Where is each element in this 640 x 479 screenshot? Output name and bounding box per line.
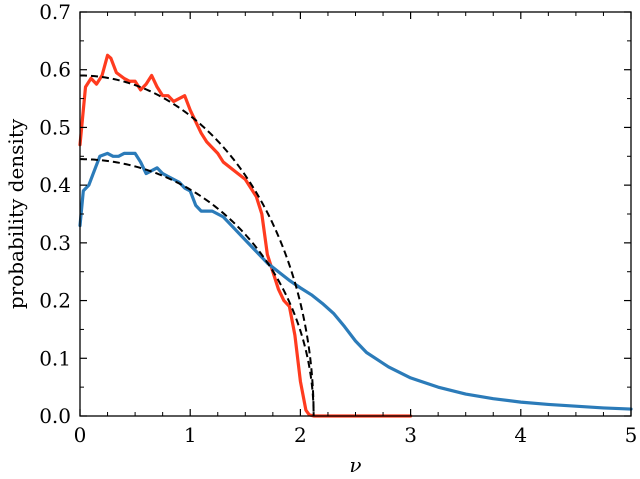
y-tick-label: 0.0 (39, 404, 71, 428)
series-line-1 (78, 53, 413, 418)
series-layer (78, 53, 633, 418)
x-tick-label: 2 (294, 423, 307, 447)
x-tick-label: 5 (625, 423, 638, 447)
x-tick-label: 3 (404, 423, 417, 447)
y-axis-label: probability density (4, 118, 28, 309)
x-tick-label: 1 (184, 423, 197, 447)
series-line-4 (79, 158, 315, 416)
y-tick-label: 0.6 (39, 58, 71, 82)
x-tick-label: 0 (74, 423, 87, 447)
x-tick-label: 4 (514, 423, 527, 447)
y-tick-label: 0.3 (39, 231, 71, 255)
ticks-layer: 0 1 2 3 4 5 0.0 0.1 0.2 0.3 0.4 0.5 0.6 0.7 (39, 0, 637, 447)
y-tick-label: 0.1 (39, 346, 71, 370)
y-tick-label: 0.2 (39, 289, 71, 313)
y-tick-label: 0.5 (39, 115, 71, 139)
y-tick-label: 0.4 (39, 173, 71, 197)
y-tick-label: 0.7 (39, 0, 71, 24)
series-line-2 (78, 151, 633, 411)
series-line-3 (79, 74, 315, 416)
plot-frame (79, 11, 632, 417)
x-axis-label: ν (349, 453, 361, 477)
